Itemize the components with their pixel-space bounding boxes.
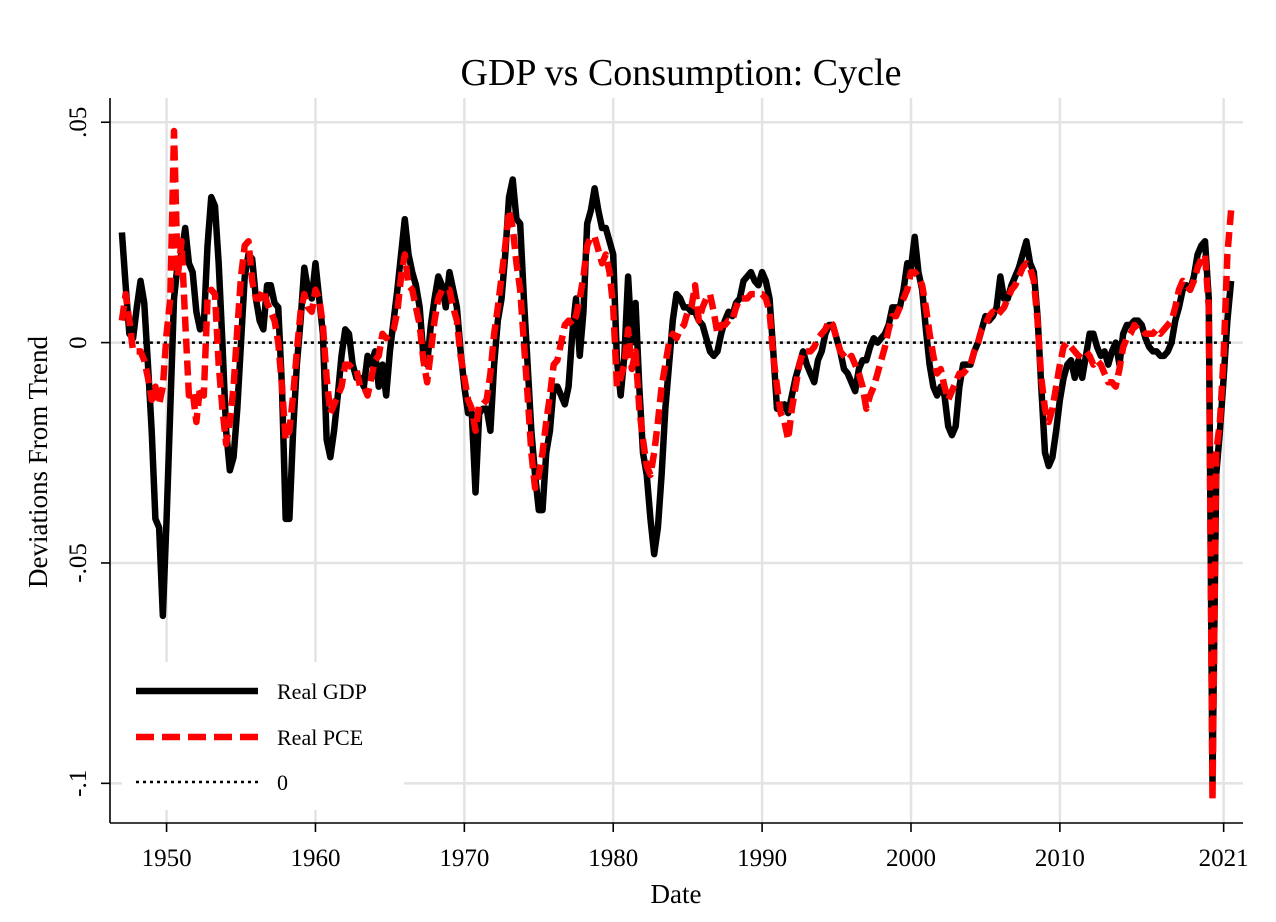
x-axis-title: Date xyxy=(651,879,702,909)
y-tick-label: -.1 xyxy=(65,770,92,797)
legend-label-real-pce: Real PCE xyxy=(277,725,363,750)
x-tick-label: 2021 xyxy=(1199,845,1249,872)
x-tick-label: 2000 xyxy=(886,845,936,872)
y-tick-label: .05 xyxy=(65,107,92,138)
legend-label-real-gdp: Real GDP xyxy=(277,679,367,704)
x-tick-label: 1970 xyxy=(439,845,489,872)
x-tick-label: 1990 xyxy=(737,845,787,872)
y-tick-label: 0 xyxy=(65,336,92,349)
x-tick-label: 2010 xyxy=(1035,845,1085,872)
legend-label-zero: 0 xyxy=(277,770,288,795)
chart-title: GDP vs Consumption: Cycle xyxy=(461,52,902,94)
series-line-real-pce xyxy=(118,127,1235,805)
axes xyxy=(109,98,1243,824)
series-lines xyxy=(118,127,1235,805)
y-axis-title: Deviations From Trend xyxy=(23,335,53,588)
x-tick-label: 1950 xyxy=(142,845,192,872)
legend: Real GDP Real PCE 0 xyxy=(122,662,404,810)
tick-marks: 1950 1960 1970 1980 1990 2000 2010 2021 .05 0 -.05… xyxy=(65,107,1249,872)
y-tick-label: -.05 xyxy=(65,543,92,583)
x-tick-label: 1980 xyxy=(588,845,638,872)
x-tick-label: 1960 xyxy=(290,845,340,872)
series-line-real-gdp xyxy=(118,176,1235,787)
